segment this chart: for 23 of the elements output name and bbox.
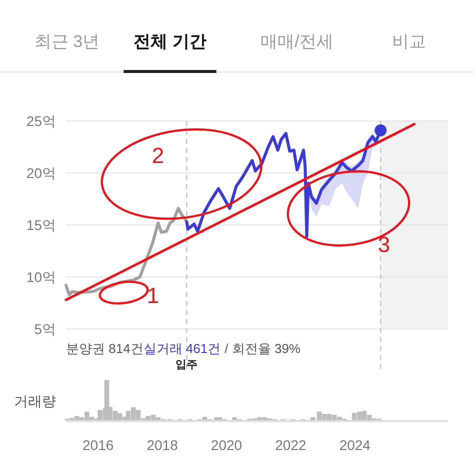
y-tick-label: 25억 [26,113,56,129]
text: / 회전율 39% [224,341,301,356]
x-tick-label: 2024 [339,437,371,453]
y-tick-label: 15억 [26,217,56,233]
text: 분양권 814건 [66,341,144,356]
y-tick-label: 20억 [26,165,56,181]
text: 매매/전세 [260,32,334,51]
text: 전체 기간 [134,32,206,51]
x-tick-label: 2018 [146,437,178,453]
text: 실거래 461건 [143,341,221,356]
x-tick-label: 2016 [82,437,114,453]
annotation: 3 [378,232,390,257]
annotation: 1 [146,283,160,308]
y-axis-title: 거래량 [14,393,56,409]
x-tick-label: 2020 [210,437,242,453]
y-tick-label: 5억 [34,321,56,337]
bar [98,410,102,420]
y-tick-label: 10억 [26,269,56,285]
x-tick-label: 2022 [275,437,306,453]
text: 최근 3년 [34,32,100,51]
annotation: 2 [152,143,164,168]
text: 비교 [392,32,426,51]
ref-line-label: 입주 [176,359,198,371]
